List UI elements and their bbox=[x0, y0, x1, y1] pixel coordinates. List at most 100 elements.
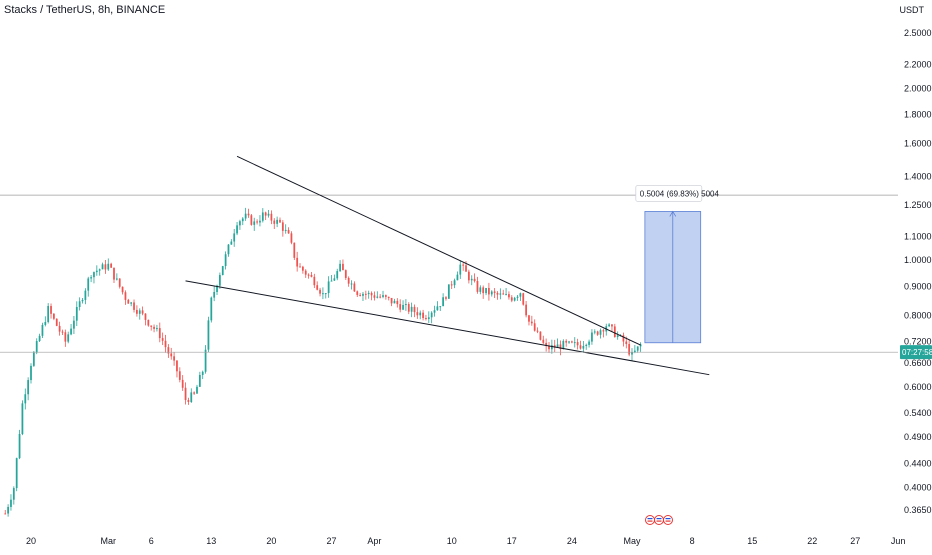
candle-body bbox=[133, 302, 135, 310]
candle-body bbox=[230, 241, 233, 245]
event-flag-stripe bbox=[665, 518, 671, 520]
candle-body bbox=[562, 340, 565, 350]
x-tick-label: 13 bbox=[206, 536, 216, 546]
candle-body bbox=[479, 287, 482, 292]
candle-body bbox=[190, 392, 193, 402]
last-price-tag-text: 07:27:58 bbox=[902, 348, 932, 357]
candle-body bbox=[439, 306, 442, 308]
candle-body bbox=[64, 332, 67, 342]
candle-body bbox=[144, 313, 147, 320]
event-flag-icon bbox=[645, 515, 655, 525]
candle-body bbox=[115, 278, 118, 280]
y-tick-label: 1.4000 bbox=[904, 172, 932, 182]
candle-body bbox=[253, 221, 256, 225]
candle-body bbox=[342, 263, 344, 271]
candle-body bbox=[196, 386, 198, 394]
candle-body bbox=[433, 310, 436, 313]
candle-body bbox=[456, 274, 459, 281]
candle-body bbox=[502, 293, 505, 295]
candle-body bbox=[579, 345, 582, 349]
candle-body bbox=[450, 284, 453, 286]
lower-trendline bbox=[185, 280, 710, 376]
candle-body bbox=[30, 365, 32, 381]
candle-body bbox=[522, 293, 525, 305]
candle-body bbox=[221, 266, 224, 276]
candle-body bbox=[307, 274, 310, 276]
candle-body bbox=[402, 304, 404, 310]
candle-body bbox=[81, 299, 84, 302]
candle-body bbox=[636, 346, 639, 351]
candle-body bbox=[367, 292, 370, 295]
x-tick-label: May bbox=[623, 536, 641, 546]
candle-body bbox=[153, 326, 155, 329]
candle-body bbox=[204, 349, 207, 372]
event-flag-icon bbox=[654, 515, 664, 525]
candle-body bbox=[124, 292, 127, 300]
candle-body bbox=[333, 278, 336, 281]
y-tick-label: 1.1000 bbox=[904, 232, 932, 242]
candle-body bbox=[247, 213, 250, 216]
y-tick-label: 1.6000 bbox=[904, 139, 932, 149]
event-flag-stripe bbox=[647, 520, 653, 522]
candle-body bbox=[178, 371, 181, 380]
x-tick-label: 27 bbox=[850, 536, 860, 546]
candle-body bbox=[150, 325, 153, 327]
event-flag-stripe bbox=[656, 520, 662, 522]
candle-body bbox=[47, 306, 50, 322]
candle-body bbox=[299, 266, 301, 268]
candle-body bbox=[113, 267, 115, 280]
candle-body bbox=[210, 297, 213, 321]
candle-body bbox=[193, 392, 196, 394]
candle-body bbox=[227, 244, 230, 255]
x-tick-label: 24 bbox=[567, 536, 577, 546]
candle-body bbox=[61, 331, 64, 333]
candle-body bbox=[58, 325, 61, 332]
candle-body bbox=[15, 458, 18, 489]
candle-body bbox=[250, 215, 253, 225]
candle-body bbox=[556, 344, 559, 348]
candle-body bbox=[4, 513, 7, 515]
event-flag-stripe bbox=[656, 518, 662, 520]
y-tick-label: 0.4000 bbox=[904, 482, 932, 492]
candle-body bbox=[519, 293, 522, 297]
candle-body bbox=[241, 218, 244, 222]
event-flag-stripe bbox=[647, 518, 653, 520]
candle-body bbox=[399, 304, 402, 310]
candle-body bbox=[616, 335, 619, 338]
candle-body bbox=[98, 269, 101, 271]
candle-body bbox=[505, 294, 507, 296]
candle-body bbox=[239, 221, 241, 226]
candle-body bbox=[419, 312, 422, 316]
candle-body bbox=[485, 287, 487, 294]
candle-body bbox=[284, 229, 287, 231]
candle-body bbox=[67, 334, 70, 342]
candle-body bbox=[384, 295, 387, 297]
candle-body bbox=[44, 321, 47, 325]
x-tick-label: 22 bbox=[807, 536, 817, 546]
candle-body bbox=[167, 347, 170, 354]
candle-body bbox=[427, 317, 430, 320]
candle-body bbox=[376, 296, 379, 298]
candle-body bbox=[198, 374, 201, 387]
y-tick-label: 1.0000 bbox=[904, 255, 932, 265]
candle-body bbox=[442, 297, 445, 307]
candle-body bbox=[496, 292, 499, 295]
candle-body bbox=[410, 306, 413, 312]
y-tick-label: 2.0000 bbox=[904, 83, 932, 93]
y-tick-label: 1.2500 bbox=[904, 200, 932, 210]
y-tick-label: 2.2000 bbox=[904, 60, 932, 70]
candle-body bbox=[316, 285, 319, 290]
candle-body bbox=[287, 229, 290, 234]
candle-body bbox=[631, 352, 633, 355]
measure-arrow-head bbox=[669, 210, 677, 217]
candle-body bbox=[516, 296, 519, 298]
candle-body bbox=[536, 330, 539, 332]
candle-body bbox=[138, 310, 141, 314]
candle-body bbox=[156, 328, 158, 330]
candle-body bbox=[568, 341, 570, 343]
candle-body bbox=[436, 306, 439, 311]
candle-body bbox=[21, 403, 24, 435]
candle-body bbox=[27, 380, 30, 395]
